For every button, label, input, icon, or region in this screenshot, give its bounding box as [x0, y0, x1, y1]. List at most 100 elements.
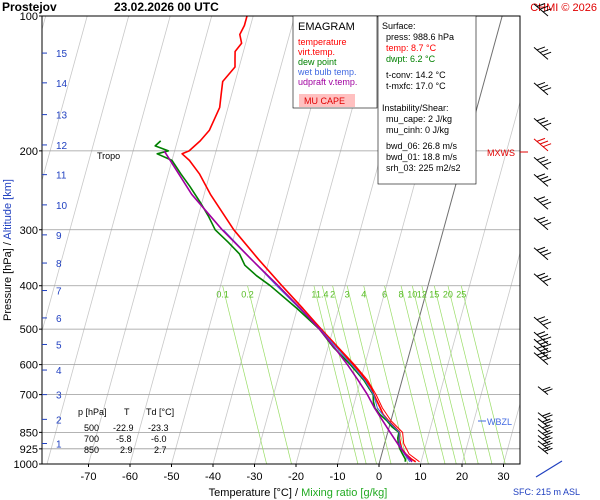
tropopause-label: Tropo	[97, 151, 120, 161]
altitude-tick-label: 12	[56, 141, 68, 152]
wind-barb-feather	[536, 345, 546, 350]
wind-barb-surface	[535, 460, 563, 478]
table-cell: 700	[84, 434, 99, 444]
wind-barb-feather	[542, 343, 552, 348]
instability-srh-03: srh_03: 225 m2/s2	[386, 163, 461, 173]
wind-barb-feather	[542, 321, 552, 326]
wind-barb-staff	[537, 429, 549, 439]
wind-barb-feather	[542, 418, 551, 423]
wind-barb	[537, 386, 553, 395]
altitude-tick-label: 10	[56, 201, 68, 212]
wind-barb-staff	[537, 423, 549, 433]
table-cell: -23.3	[148, 423, 169, 433]
wind-barb-staff	[533, 352, 549, 365]
wind-barb	[533, 117, 552, 131]
mixing-ratio-line	[447, 285, 493, 464]
altitude-tick-label: 5	[56, 340, 62, 351]
altitude-tick-label: 13	[56, 111, 68, 122]
legend-item-updraft: udpraft v.temp.	[298, 77, 357, 87]
wind-barb-feather	[544, 447, 553, 452]
y-axis-title-separator: /	[2, 241, 14, 245]
y-axis-title-pressure: Pressure [hPa]	[2, 248, 14, 321]
wind-barb-feather	[542, 356, 552, 361]
temperature-tick-label: 10	[414, 471, 426, 483]
mixing-ratio-label: 0.2	[241, 290, 254, 300]
mixing-ratio-line	[421, 285, 467, 464]
wind-barb-staff	[533, 173, 549, 187]
surface-heading: Surface:	[382, 21, 416, 31]
wind-barb-staff	[537, 435, 549, 444]
wind-barb	[533, 3, 552, 17]
wind-barb-feather	[542, 122, 552, 127]
isotherm-line	[88, 16, 213, 464]
wind-barb-feather	[539, 140, 549, 145]
wind-barb	[533, 81, 552, 96]
wind-barb	[533, 272, 552, 287]
isotherm-line	[42, 16, 88, 182]
wind-barb	[537, 429, 553, 439]
mixing-ratio-label: 0.1	[216, 290, 229, 300]
instability-bwd-01: bwd_01: 18.8 m/s	[386, 152, 458, 162]
mixing-ratio-label: 1	[311, 290, 316, 300]
wind-barb-feather	[542, 143, 552, 148]
wind-barb-feather	[542, 424, 551, 429]
mixing-ratio-label: 3	[345, 290, 350, 300]
temperature-tick-label: -60	[122, 471, 138, 483]
pressure-tick-label: 925	[20, 444, 38, 456]
wind-barb-feather	[536, 81, 546, 86]
surface-temp: temp: 8.7 °C	[386, 43, 437, 53]
level-table: p [hPa] T Td [°C] 500 -22.9 -23.3 700 -5…	[78, 407, 174, 455]
mixing-ratio-label: 6	[382, 290, 387, 300]
altitude-tick-label: 8	[56, 259, 62, 270]
instability-bwd-06: bwd_06: 26.8 m/s	[386, 141, 458, 151]
x-axis-title: Temperature [°C] / Mixing ratio [g/kg]	[209, 487, 388, 499]
wind-barb-feather	[542, 178, 552, 183]
pressure-tick-label: 100	[20, 11, 38, 23]
instability-mu-cape: mu_cape: 2 J/kg	[386, 114, 452, 124]
legend: EMAGRAM temperature virt.temp. dew point…	[292, 15, 378, 109]
wind-barb-staff	[537, 445, 549, 455]
legend-item-virt-temp: virt.temp.	[298, 47, 335, 57]
wind-barb-feather	[539, 249, 549, 254]
temperature-tick-label: 30	[497, 471, 509, 483]
wind-barb	[533, 156, 552, 170]
mixing-ratio-label: 25	[456, 290, 466, 300]
wind-barb-feather	[542, 412, 551, 417]
wind-barb-feather	[544, 414, 553, 419]
pressure-tick-label: 600	[20, 360, 38, 372]
pressure-tick-label: 500	[20, 324, 38, 336]
wind-barb	[533, 331, 552, 345]
altitude-tick-label: 7	[56, 287, 62, 298]
wind-barb	[537, 435, 553, 444]
wind-barb-feather	[539, 275, 549, 280]
wind-barb-feather	[539, 84, 549, 89]
series-virtual-temperature	[281, 285, 420, 463]
wind-barb-feather	[536, 196, 546, 201]
table-header-temp: T	[124, 407, 130, 417]
wind-barb	[533, 137, 552, 152]
wind-barb-feather	[536, 156, 546, 161]
altitude-tick-label: 1	[56, 440, 62, 451]
isotherm-line	[545, 16, 600, 464]
pressure-tick-label: 700	[20, 390, 38, 402]
wind-barb-staff	[533, 217, 549, 231]
wind-barb-column	[533, 3, 563, 478]
wind-barb-feather	[536, 331, 546, 336]
wind-barb-feather	[542, 429, 551, 434]
wind-barb-feather	[539, 219, 549, 224]
mixing-ratio-line	[460, 285, 506, 464]
wind-barb-staff	[533, 117, 549, 131]
wind-barb	[533, 351, 552, 365]
wind-barb-feather	[544, 442, 553, 447]
surface-panel: Surface: press: 988.6 hPa temp: 8.7 °C d…	[377, 15, 477, 185]
legend-item-wet-bulb: wet bulb temp.	[297, 67, 357, 77]
surface-dwpt: dwpt: 6.2 °C	[386, 54, 436, 64]
wind-barb-staff	[533, 47, 549, 60]
mixing-ratio-label: 20	[443, 290, 453, 300]
wind-barb-feather	[542, 201, 552, 206]
wind-barb	[533, 316, 552, 330]
wind-barb-feather	[544, 426, 553, 431]
y-axis-title-altitude: Altitude [km]	[2, 179, 14, 240]
table-cell: 500	[84, 423, 99, 433]
